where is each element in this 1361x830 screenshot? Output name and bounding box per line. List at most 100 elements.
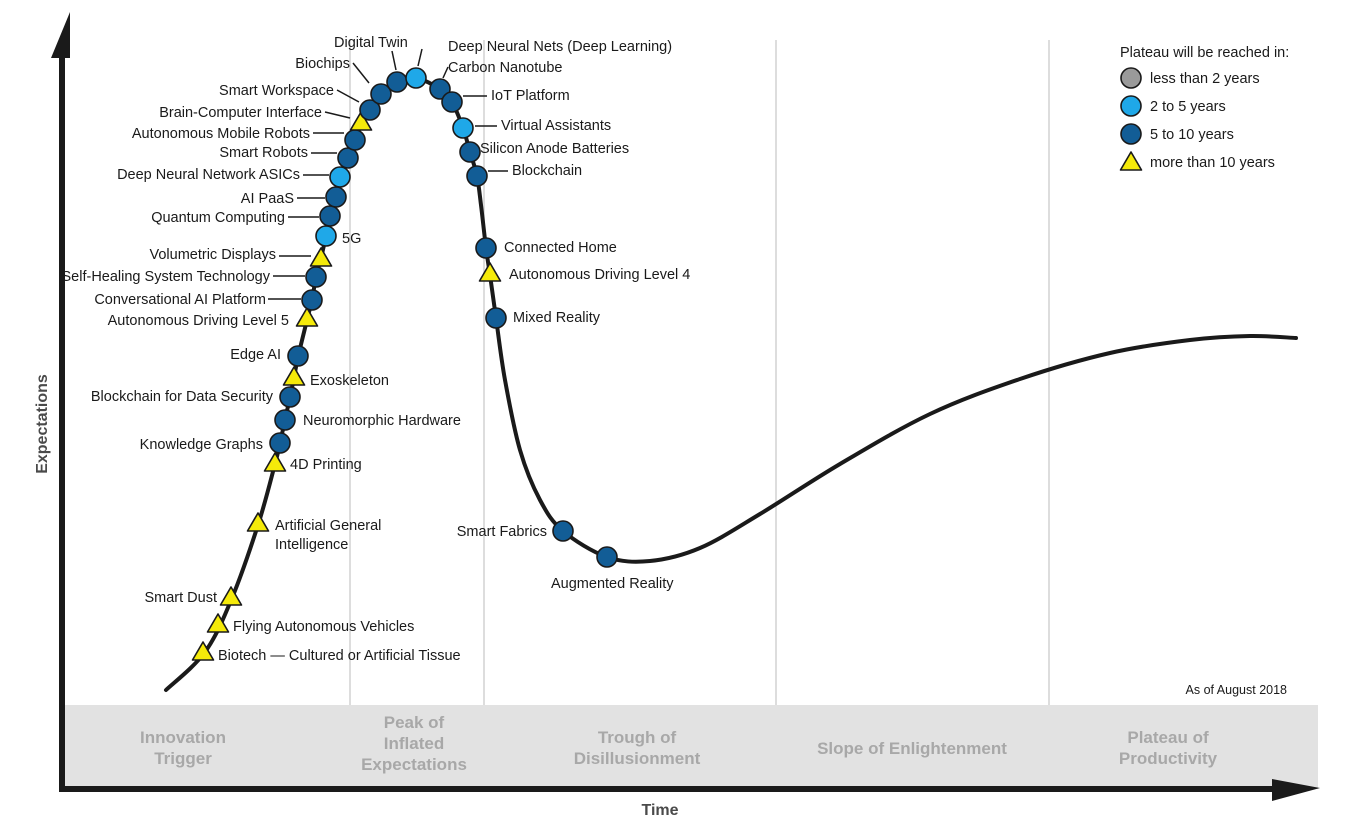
label-carbon-nanotube: Carbon Nanotube: [448, 60, 562, 76]
marker-flying-autonomous-vehicles: [206, 613, 230, 633]
legend-label-2-to-5-years: 2 to 5 years: [1150, 99, 1226, 115]
label-knowledge-graphs: Knowledge Graphs: [140, 437, 263, 453]
marker-biotech-cultured-or-artificial-tissue: [191, 641, 215, 661]
as-of-note: As of August 2018: [1186, 683, 1288, 697]
phase-label-innovation-trigger: Innovation Trigger: [140, 728, 226, 768]
legend-label-5-to-10-years: 5 to 10 years: [1150, 127, 1234, 143]
marker-edge-ai: [287, 345, 309, 367]
marker-5g: [315, 225, 337, 247]
phase-dividers: [349, 40, 1050, 705]
label-iot-platform: IoT Platform: [491, 88, 570, 104]
marker-conversational-ai-platform: [301, 289, 323, 311]
y-axis-arrowhead: [51, 12, 70, 58]
phase-label-slope-of-enlightenment: Slope of Enlightenment: [817, 739, 1007, 758]
marker-virtual-assistants: [452, 117, 474, 139]
marker-smart-fabrics: [552, 520, 574, 542]
leader-deep-neural-nets-deep-learning: [417, 48, 423, 67]
marker-autonomous-driving-level-5: [295, 307, 319, 327]
label-augmented-reality: Augmented Reality: [551, 576, 674, 592]
marker-mixed-reality: [485, 307, 507, 329]
marker-connected-home: [475, 237, 497, 259]
label-digital-twin: Digital Twin: [334, 35, 408, 51]
marker-volumetric-displays: [309, 247, 333, 267]
leader-smart-workspace: [336, 89, 360, 103]
marker-autonomous-driving-level-4: [478, 262, 502, 282]
label-biotech-cultured-or-artificial-tissue: Biotech — Cultured or Artificial Tissue: [218, 648, 461, 664]
marker-silicon-anode-batteries: [459, 141, 481, 163]
marker-brain-computer-interface: [349, 111, 373, 131]
phase-band: [62, 705, 1318, 789]
technology-labels: Biotech — Cultured or Artificial Tissue F…: [62, 35, 691, 664]
label-deep-neural-nets-deep-learning: Deep Neural Nets (Deep Learning): [448, 39, 672, 55]
label-blockchain-for-data-security: Blockchain for Data Security: [91, 389, 274, 405]
marker-deep-neural-nets-deep-learning: [405, 67, 427, 89]
marker-blockchain: [466, 165, 488, 187]
y-axis-label: Expectations: [34, 374, 51, 474]
label-conversational-ai-platform: Conversational AI Platform: [94, 292, 266, 308]
legend-marker-more-than-10-years: [1119, 151, 1143, 171]
label-artificial-general-intelligence: Artificial General Intelligence: [275, 518, 381, 553]
legend-label-less-than-2-years: less than 2 years: [1150, 71, 1260, 87]
marker-ai-paas: [325, 186, 347, 208]
marker-deep-neural-network-asics: [329, 166, 351, 188]
x-axis-arrowhead: [1272, 779, 1320, 801]
leader-digital-twin: [391, 50, 397, 71]
phase-label-trough-of-disillusionment: Trough of Disillusionment: [574, 728, 701, 768]
label-mixed-reality: Mixed Reality: [513, 310, 601, 326]
legend-marker-2-to-5-years: [1120, 95, 1142, 117]
label-smart-fabrics: Smart Fabrics: [457, 524, 547, 540]
marker-knowledge-graphs: [269, 432, 291, 454]
label-autonomous-driving-level-4: Autonomous Driving Level 4: [509, 267, 690, 283]
label-flying-autonomous-vehicles: Flying Autonomous Vehicles: [233, 619, 414, 635]
label-smart-dust: Smart Dust: [144, 590, 217, 606]
marker-smart-workspace: [359, 99, 381, 121]
marker-exoskeleton: [282, 366, 306, 386]
label-smart-robots: Smart Robots: [219, 145, 308, 161]
label-edge-ai: Edge AI: [230, 347, 281, 363]
label-silicon-anode-batteries: Silicon Anode Batteries: [480, 141, 629, 157]
label-5g: 5G: [342, 231, 361, 247]
label-autonomous-mobile-robots: Autonomous Mobile Robots: [132, 126, 310, 142]
marker-iot-platform: [441, 91, 463, 113]
phase-label-peak-of-inflated-expectations: Peak of Inflated Expectations: [361, 713, 467, 774]
label-connected-home: Connected Home: [504, 240, 617, 256]
legend-marker-less-than-2-years: [1120, 67, 1142, 89]
label-exoskeleton: Exoskeleton: [310, 373, 389, 389]
marker-smart-dust: [219, 586, 243, 606]
leader-carbon-nanotube: [442, 66, 449, 79]
phase-labels: Innovation Trigger Peak of Inflated Expectat…: [140, 713, 1218, 774]
leader-brain-computer-interface: [324, 111, 351, 119]
x-axis-label: Time: [641, 802, 678, 819]
marker-4d-printing: [263, 452, 287, 472]
label-quantum-computing: Quantum Computing: [151, 210, 285, 226]
label-ai-paas: AI PaaS: [241, 191, 294, 207]
label-deep-neural-network-asics: Deep Neural Network ASICs: [117, 167, 300, 183]
marker-digital-twin: [386, 71, 408, 93]
marker-neuromorphic-hardware: [274, 409, 296, 431]
label-autonomous-driving-level-5: Autonomous Driving Level 5: [108, 313, 289, 329]
marker-biochips: [370, 83, 392, 105]
leader-biochips: [352, 62, 370, 84]
marker-autonomous-mobile-robots: [344, 129, 366, 151]
legend-label-more-than-10-years: more than 10 years: [1150, 155, 1275, 171]
phase-label-plateau-of-productivity: Plateau of Productivity: [1119, 728, 1218, 768]
marker-blockchain-for-data-security: [279, 386, 301, 408]
label-blockchain: Blockchain: [512, 163, 582, 179]
legend: Plateau will be reached in: less than 2 y…: [1119, 45, 1289, 171]
marker-smart-robots: [337, 147, 359, 169]
marker-artificial-general-intelligence: [246, 512, 270, 532]
label-virtual-assistants: Virtual Assistants: [501, 118, 611, 134]
technology-markers: [191, 67, 618, 661]
legend-title: Plateau will be reached in:: [1120, 45, 1289, 61]
label-neuromorphic-hardware: Neuromorphic Hardware: [303, 413, 461, 429]
marker-augmented-reality: [596, 546, 618, 568]
label-smart-workspace: Smart Workspace: [219, 83, 334, 99]
label-4d-printing: 4D Printing: [290, 457, 362, 473]
label-leaders: [268, 48, 508, 300]
marker-self-healing-system-technology: [305, 266, 327, 288]
label-volumetric-displays: Volumetric Displays: [149, 247, 276, 263]
label-self-healing-system-technology: Self-Healing System Technology: [62, 269, 271, 285]
legend-marker-5-to-10-years: [1120, 123, 1142, 145]
label-brain-computer-interface: Brain-Computer Interface: [159, 105, 322, 121]
